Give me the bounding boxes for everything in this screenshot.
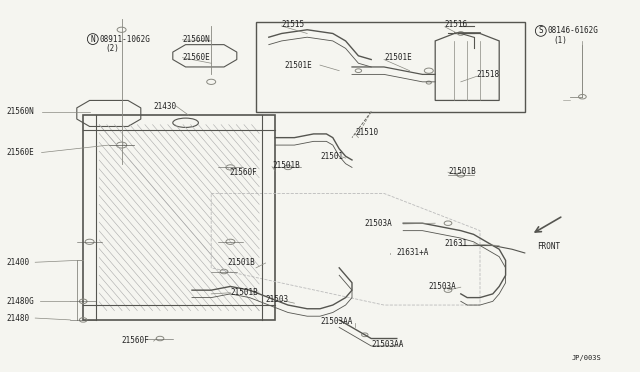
Text: 21503AA: 21503AA <box>371 340 404 349</box>
Text: 21430: 21430 <box>154 102 177 110</box>
Text: 21501: 21501 <box>320 152 343 161</box>
Text: 21560N: 21560N <box>182 35 210 44</box>
Text: 21516: 21516 <box>445 20 468 29</box>
Text: 21631+A: 21631+A <box>397 248 429 257</box>
Text: 21480: 21480 <box>6 314 29 323</box>
Text: S: S <box>538 26 543 35</box>
Text: FRONT: FRONT <box>538 242 561 251</box>
Text: JP/003S: JP/003S <box>572 355 602 361</box>
Text: 21515: 21515 <box>282 20 305 29</box>
Text: 21503A: 21503A <box>365 219 392 228</box>
Text: 21501B: 21501B <box>448 167 476 176</box>
Text: 21503: 21503 <box>266 295 289 304</box>
Text: 21510: 21510 <box>355 128 378 137</box>
Text: N: N <box>90 35 95 44</box>
Text: 08146-6162G: 08146-6162G <box>547 26 598 35</box>
Text: 21501E: 21501E <box>384 53 412 62</box>
Text: (2): (2) <box>106 44 120 53</box>
Bar <box>83 115 275 320</box>
Text: 21560N: 21560N <box>6 107 34 116</box>
Text: 21560F: 21560F <box>122 336 149 345</box>
Text: 08911-1062G: 08911-1062G <box>99 35 150 44</box>
Text: 21560E: 21560E <box>182 53 210 62</box>
Text: 21631: 21631 <box>445 239 468 248</box>
Text: 21480G: 21480G <box>6 297 34 306</box>
Text: 21501B: 21501B <box>272 161 300 170</box>
Text: 21501B: 21501B <box>230 288 258 296</box>
Text: 21503A: 21503A <box>429 282 456 291</box>
Text: 21560E: 21560E <box>6 148 34 157</box>
Text: 21400: 21400 <box>6 258 29 267</box>
Text: 21501B: 21501B <box>227 258 255 267</box>
Text: 21560F: 21560F <box>229 168 257 177</box>
Text: 21503AA: 21503AA <box>320 317 353 326</box>
Text: (1): (1) <box>554 36 568 45</box>
Bar <box>256 22 525 112</box>
Text: 21518: 21518 <box>477 70 500 79</box>
Text: 21501E: 21501E <box>285 61 312 70</box>
